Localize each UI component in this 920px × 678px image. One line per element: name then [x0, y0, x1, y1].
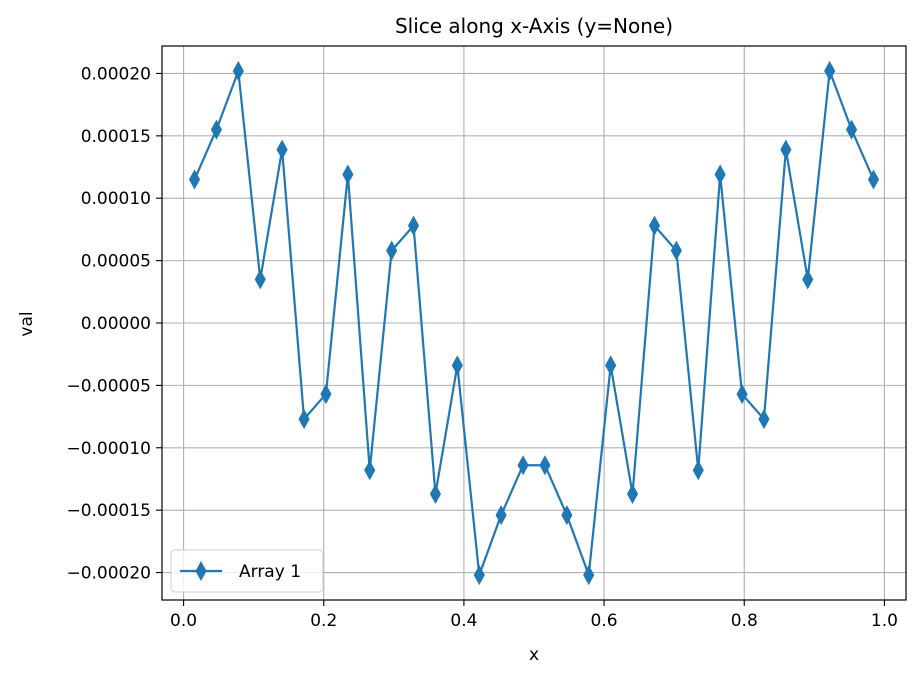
data-point-marker — [670, 240, 682, 261]
legend: Array 1 — [170, 549, 324, 593]
data-point-marker — [539, 455, 551, 476]
y-tick-label: −0.00015 — [66, 501, 151, 521]
legend-label: Array 1 — [239, 562, 301, 582]
grid — [162, 46, 906, 600]
y-tick-label: −0.00005 — [66, 376, 151, 396]
data-point-marker — [298, 409, 310, 430]
data-point-marker — [495, 505, 507, 526]
x-tick-label: 0.2 — [310, 611, 337, 631]
x-axis-label: x — [529, 645, 539, 665]
data-point-marker — [867, 169, 880, 190]
chart-title: Slice along x-Axis (y=None) — [395, 14, 673, 38]
data-point-marker — [188, 169, 201, 190]
x-tick-label: 0.6 — [591, 611, 618, 631]
data-point-marker — [320, 384, 332, 405]
legend-box — [170, 549, 324, 593]
data-point-marker — [254, 269, 266, 290]
y-tick-label: 0.00015 — [81, 127, 151, 147]
data-point-marker — [824, 60, 836, 81]
data-point-marker — [517, 455, 529, 476]
data-point-marker — [342, 164, 354, 185]
data-point-marker — [276, 139, 288, 160]
data-point-marker — [364, 460, 376, 481]
y-axis-label: val — [17, 311, 37, 336]
x-tick-label: 0.8 — [731, 611, 758, 631]
y-tick-label: 0.00000 — [81, 314, 151, 334]
y-tick-label: 0.00010 — [81, 189, 151, 209]
x-tick-label: 1.0 — [871, 611, 898, 631]
data-point-marker — [736, 384, 748, 405]
data-point-marker — [561, 505, 573, 526]
data-point-marker — [473, 565, 485, 586]
data-point-marker — [758, 409, 770, 430]
data-point-marker — [232, 60, 244, 81]
data-point-marker — [780, 139, 792, 160]
data-point-marker — [714, 164, 726, 185]
axis-ticks: 0.0 0.2 0.4 0.6 0.8 1.0 −0.00020 −0.00015 −0.000… — [66, 64, 897, 631]
y-tick-label: −0.00020 — [66, 564, 151, 584]
data-point-marker — [692, 460, 704, 481]
x-tick-label: 0.0 — [170, 611, 197, 631]
data-point-marker — [451, 355, 463, 376]
data-point-marker — [210, 119, 223, 140]
series-layer — [188, 60, 880, 586]
data-point-marker — [626, 483, 639, 504]
series-line — [193, 69, 875, 577]
data-point-marker — [583, 565, 595, 586]
data-point-marker — [386, 240, 398, 261]
data-point-marker — [605, 355, 617, 376]
data-point-marker — [845, 119, 858, 140]
y-tick-label: −0.00010 — [66, 439, 151, 459]
data-point-marker — [802, 269, 814, 290]
data-point-marker — [648, 215, 661, 236]
y-tick-label: 0.00005 — [81, 252, 151, 272]
legend-marker — [195, 560, 207, 582]
y-tick-label: 0.00020 — [81, 64, 151, 84]
data-point-marker — [407, 215, 420, 236]
data-point-marker — [429, 483, 442, 504]
x-tick-label: 0.4 — [450, 611, 477, 631]
